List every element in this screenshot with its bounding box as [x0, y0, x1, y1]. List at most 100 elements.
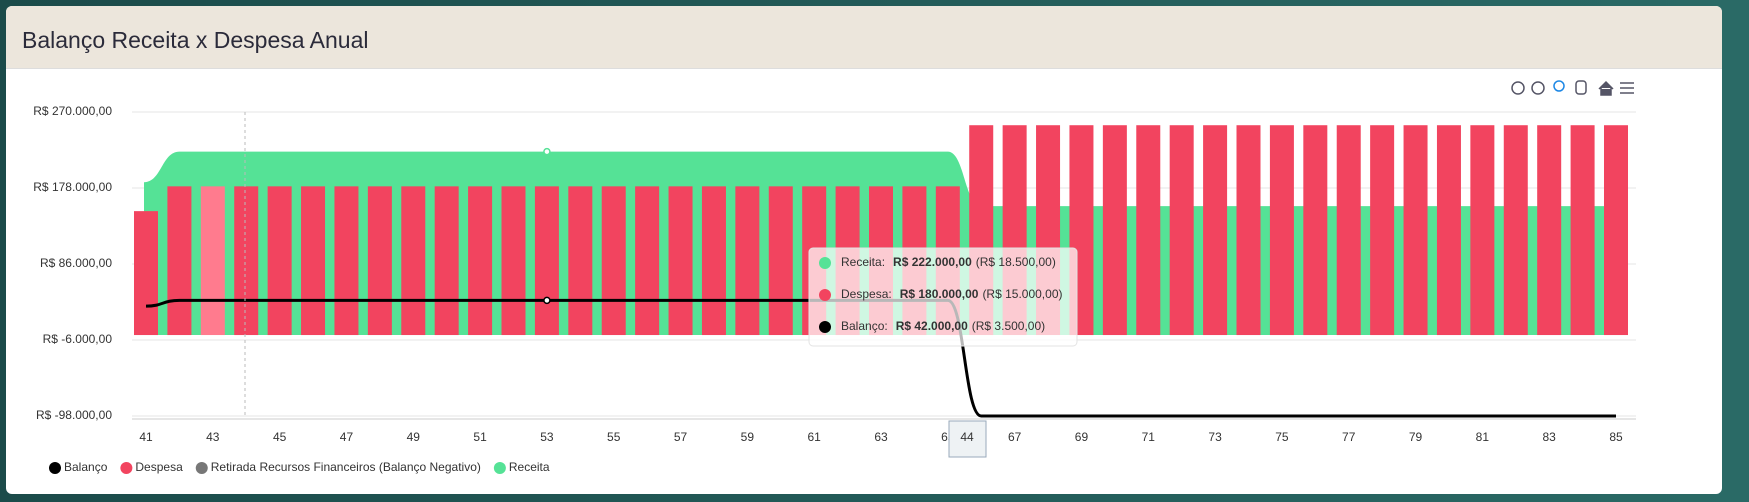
- bar: [1236, 125, 1261, 336]
- bar: [1570, 125, 1595, 336]
- x-tick-label: 53: [540, 430, 554, 444]
- bar: [501, 186, 526, 336]
- x-tick-label: 57: [674, 430, 688, 444]
- bar: [534, 186, 559, 336]
- bar: [1604, 125, 1628, 336]
- bar: [1303, 125, 1328, 336]
- bar: [434, 186, 459, 336]
- bar: [167, 186, 192, 336]
- tooltip-row: Balanço: R$ 42.000,00 (R$ 3.500,00): [841, 319, 1045, 333]
- legend-marker: [120, 462, 133, 474]
- x-tick-label: 67: [1008, 430, 1022, 444]
- x-tick-label: 75: [1275, 430, 1289, 444]
- x-tick-label: 77: [1342, 430, 1356, 444]
- bar: [301, 186, 326, 336]
- tooltip-text: Despesa:: [841, 287, 892, 301]
- y-tick-label: R$ 178.000,00: [33, 180, 112, 194]
- bar: [1537, 125, 1562, 336]
- x-tick-label: 83: [1543, 430, 1557, 444]
- bar: [1169, 125, 1194, 336]
- crosshair-label-box: [948, 420, 987, 458]
- legend-label: Balanço: [64, 460, 108, 474]
- tooltip-text: R$ 42.000,00: [896, 319, 968, 333]
- hover-marker: [543, 147, 551, 156]
- bar: [701, 186, 726, 336]
- x-tick-label: 49: [407, 430, 421, 444]
- bar: [334, 186, 359, 336]
- x-tick-label: 63: [874, 430, 888, 444]
- bar: [1403, 125, 1428, 336]
- legend-marker: [49, 462, 61, 474]
- x-tick-label: 41: [139, 430, 153, 444]
- x-tick-label: 81: [1476, 430, 1490, 444]
- bar: [1470, 125, 1495, 336]
- tooltip-dot: [819, 257, 831, 269]
- tooltip-dot: [819, 321, 831, 333]
- menu[interactable]: [1620, 82, 1634, 94]
- card-header: Balanço Receita x Despesa Anual: [6, 6, 1722, 69]
- zoom-in[interactable]: [1511, 81, 1525, 95]
- zoom-select[interactable]: [1553, 80, 1565, 92]
- crosshair-label: 44: [960, 430, 974, 444]
- pan[interactable]: [1575, 80, 1587, 95]
- toolbar[interactable]: [1511, 80, 1634, 96]
- tooltip-text: R$ 222.000,00: [893, 255, 972, 269]
- bar: [668, 186, 693, 336]
- hover-marker: [543, 296, 551, 305]
- bar: [1203, 125, 1228, 336]
- x-tick-label: 61: [808, 430, 822, 444]
- tooltip-box: [808, 247, 1078, 347]
- bar: [267, 186, 292, 336]
- bar: [1336, 125, 1361, 336]
- x-tick-label: 51: [473, 430, 487, 444]
- legend-marker: [493, 462, 506, 474]
- bar: [401, 186, 426, 336]
- x-tick-label: 55: [607, 430, 621, 444]
- bar: [635, 186, 660, 336]
- y-tick-label: R$ -6.000,00: [43, 332, 113, 346]
- x-tick-label: 59: [741, 430, 755, 444]
- bar: [134, 211, 158, 336]
- zoom-out[interactable]: [1531, 81, 1545, 95]
- y-tick-label: R$ 270.000,00: [33, 104, 112, 118]
- legend-label: Retirada Recursos Financeiros (Balanço N…: [211, 460, 481, 474]
- x-tick-label: 85: [1609, 430, 1623, 444]
- card-title: Balanço Receita x Despesa Anual: [22, 27, 369, 53]
- x-tick-label: 47: [340, 430, 354, 444]
- tooltip-text: R$ 180.000,00: [900, 287, 979, 301]
- x-tick-label: 73: [1208, 430, 1222, 444]
- tooltip-row: Despesa: R$ 180.000,00 (R$ 15.000,00): [841, 287, 1063, 301]
- bar: [735, 186, 760, 336]
- y-tick-label: R$ 86.000,00: [40, 256, 112, 270]
- bar: [468, 186, 493, 336]
- tooltip-row: Receita: R$ 222.000,00 (R$ 18.500,00): [841, 255, 1056, 269]
- y-tick-label: R$ -98.000,00: [36, 408, 112, 422]
- x-tick-label: 71: [1142, 430, 1156, 444]
- tooltip-text: Receita:: [841, 255, 885, 269]
- bar: [1370, 125, 1395, 336]
- tooltip-text: (R$ 18.500,00): [976, 255, 1056, 269]
- bar: [234, 186, 259, 336]
- x-tick-label: 69: [1075, 430, 1089, 444]
- bar: [768, 186, 793, 336]
- bar: [1269, 125, 1294, 336]
- bar: [367, 186, 392, 336]
- legend-label: Receita: [509, 460, 550, 474]
- bar: [200, 186, 225, 336]
- bar: [1436, 125, 1461, 336]
- x-tick-label: 43: [206, 430, 220, 444]
- tooltip-dot: [819, 289, 831, 301]
- legend-marker: [195, 462, 208, 474]
- x-tick-label: 45: [273, 430, 287, 444]
- tooltip-text: (R$ 15.000,00): [982, 287, 1062, 301]
- reset[interactable]: [1598, 80, 1614, 96]
- tooltip-text: (R$ 3.500,00): [972, 319, 1045, 333]
- bar: [568, 186, 593, 336]
- bar: [1136, 125, 1161, 336]
- bar: [1503, 125, 1528, 336]
- legend-label: Despesa: [135, 460, 183, 474]
- x-tick-label: 79: [1409, 430, 1423, 444]
- bar: [1102, 125, 1127, 336]
